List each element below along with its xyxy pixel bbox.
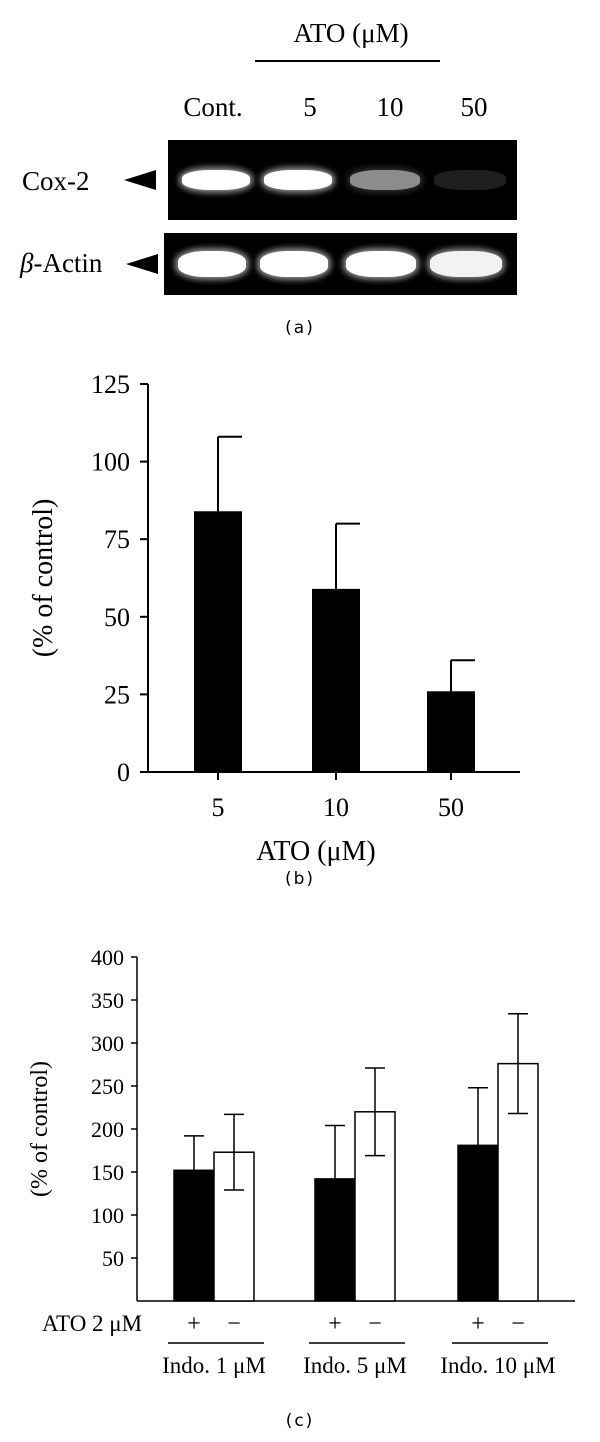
y-tick-label: 100 (91, 1203, 124, 1228)
lane-label-1: 5 (303, 92, 317, 122)
group-label: Indo. 5 μM (303, 1353, 407, 1378)
y-tick-label: 0 (117, 758, 130, 787)
caption-a: (a) (285, 318, 315, 338)
y-tick-label: 50 (102, 1246, 124, 1271)
bar (427, 691, 475, 772)
y-tick-label: 200 (91, 1117, 124, 1142)
bar (312, 588, 360, 772)
lane-label-3: 50 (460, 92, 488, 122)
treatment-marker: + (471, 1311, 485, 1337)
y-axis-label: (% of control) (27, 1061, 53, 1197)
lane-label-2: 10 (376, 92, 404, 122)
y-tick-label: 100 (91, 448, 130, 477)
gel-band (264, 170, 332, 190)
gel-band (178, 251, 246, 277)
treatment-marker: + (328, 1311, 342, 1337)
caption-b: (b) (285, 869, 315, 889)
gel-band (182, 170, 250, 190)
y-tick-label: 125 (91, 370, 130, 399)
y-tick-label: 50 (104, 603, 130, 632)
y-tick-label: 25 (104, 680, 130, 709)
x-tick-label: 5 (212, 793, 225, 822)
x-tick-label: 10 (323, 793, 349, 822)
x-tick-label: 50 (438, 793, 464, 822)
y-tick-label: 300 (91, 1031, 124, 1056)
arrow-icon (124, 170, 156, 190)
x-axis-label: ATO (μM) (256, 836, 376, 867)
gel-band (430, 251, 502, 277)
y-tick-label: 75 (104, 525, 130, 554)
group-label: Indo. 10 μM (440, 1353, 555, 1378)
row-label-cox2: Cox-2 (22, 166, 90, 196)
gel-band (350, 170, 420, 190)
lane-label-0: Cont. (183, 92, 243, 122)
y-tick-label: 250 (91, 1074, 124, 1099)
gel-band (346, 251, 416, 277)
beta-symbol: β (20, 248, 34, 278)
treatment-marker: − (227, 1311, 241, 1337)
bar (194, 511, 242, 772)
row-label-actin: β-Actin (20, 248, 102, 279)
chart-b: 0 25 50 75 100 125 5 10 50 ATO (μM) (% of control)… (28, 370, 520, 889)
gel-header-underline (255, 60, 440, 62)
actin-text: -Actin (33, 248, 103, 278)
y-tick-label: 350 (91, 988, 124, 1013)
y-tick-label: 400 (91, 945, 124, 970)
gel-header: ATO (μM) (293, 18, 409, 48)
gel-band (434, 170, 506, 190)
arrow-icon (126, 254, 158, 274)
treatment-marker: − (368, 1311, 382, 1337)
treatment-marker: − (511, 1311, 525, 1337)
gel-band (260, 251, 328, 277)
gel-strip-cox2 (168, 140, 517, 220)
treatment-marker: + (187, 1311, 201, 1337)
gel-strip-actin (164, 233, 517, 295)
y-axis-label: (% of control) (28, 499, 59, 658)
caption-c: (c) (286, 1411, 315, 1431)
group-label: Indo. 1 μM (162, 1353, 266, 1378)
y-tick-label: 150 (91, 1160, 124, 1185)
row-label: ATO 2 μM (42, 1311, 142, 1336)
